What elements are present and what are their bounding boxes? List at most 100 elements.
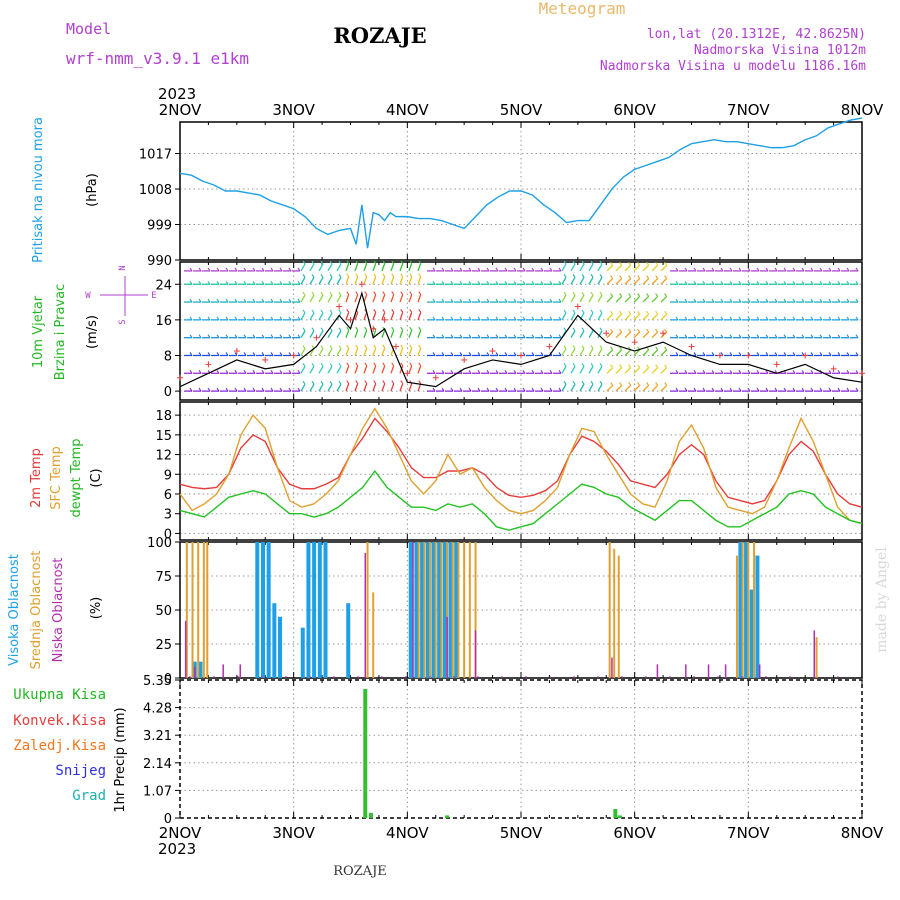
wind-barb: [693, 298, 697, 303]
wind-barb: [810, 352, 814, 356]
pressure-line: [179, 117, 863, 249]
wind-barb: [572, 291, 576, 296]
wind-barb: [355, 380, 359, 384]
temperature-frame: [179, 401, 863, 541]
wind-barb: [549, 369, 553, 374]
wind-barb: [234, 369, 238, 374]
wind-barb: [329, 274, 333, 278]
wind-barb: [486, 316, 490, 321]
wind-barb: [450, 316, 454, 321]
wind-barb: [300, 263, 306, 272]
high-cloud-bar: [312, 542, 317, 678]
precip-frame: [179, 679, 863, 819]
precip-legend-total: Ukupna Kisa: [13, 687, 106, 703]
wind-barb: [588, 312, 594, 321]
wind-barb: [756, 334, 760, 338]
wind-barb: [590, 291, 594, 296]
wind-barb: [309, 312, 315, 321]
wind-barb: [747, 267, 751, 272]
wind-barb: [234, 387, 238, 392]
wind-barb: [495, 334, 499, 338]
wind-barb: [391, 291, 395, 295]
wind-barb: [540, 387, 544, 392]
wind-barb: [711, 267, 715, 272]
wind-barb: [756, 352, 760, 356]
wind-barb: [302, 309, 306, 314]
wind-barb: [225, 280, 229, 285]
wind-barb: [345, 294, 350, 303]
wind-barb: [302, 345, 306, 349]
wind-barb: [297, 316, 301, 321]
high-cloud-bar: [317, 542, 322, 678]
wind-barb: [302, 363, 306, 367]
top-date-label: 5NOV: [500, 101, 543, 119]
wind-barb: [297, 352, 301, 356]
wind-barb: [400, 344, 404, 349]
wind-barb: [300, 383, 306, 392]
wind-barb: [327, 277, 333, 285]
wind-barb: [563, 327, 567, 332]
low-cloud-bar: [222, 664, 224, 678]
wind-barb: [711, 316, 715, 321]
wind-barb: [615, 264, 623, 272]
mid-cloud-bar: [735, 555, 738, 678]
wind-barb: [486, 298, 490, 303]
wind-barb: [828, 334, 832, 338]
pressure-ylabel-1: Pritisak na nivou mora: [31, 117, 46, 263]
mid-cloud-bar: [463, 542, 466, 678]
wind-barb: [522, 267, 526, 272]
wind-barb: [408, 294, 413, 303]
wind-barb: [441, 316, 445, 321]
wind-barb: [563, 380, 567, 385]
clouds-panel: 0 25 50 75 100: [147, 536, 863, 687]
wind-barb: [207, 352, 211, 356]
wind-barb: [522, 316, 526, 321]
high-cloud-bar: [346, 603, 351, 678]
wind-barb: [522, 352, 526, 356]
wind-barb: [198, 267, 202, 272]
wind-barb: [320, 309, 324, 314]
wind-barb: [329, 309, 333, 314]
wind-barb: [198, 387, 202, 392]
wind-ytick-label: 16: [155, 314, 172, 329]
mid-cloud-bar: [202, 542, 205, 678]
wind-barb: [810, 387, 814, 392]
wind-barb: [720, 267, 724, 272]
wind-barb: [320, 274, 324, 278]
wind-barb: [684, 316, 688, 321]
wind-barb: [624, 264, 632, 272]
wind-barb: [327, 294, 333, 303]
clouds-ytick-label: 50: [155, 604, 172, 619]
wind-barb: [318, 330, 324, 339]
wind-barb: [693, 334, 697, 338]
wind-barb: [684, 267, 688, 272]
wind-barb: [279, 387, 283, 392]
wind-barb: [297, 334, 301, 338]
wind-barb: [354, 263, 359, 272]
wind-barb: [216, 298, 220, 303]
wind-barb: [531, 369, 535, 374]
wind-barb: [345, 329, 350, 338]
wind-barb: [655, 328, 659, 333]
wind-barb: [477, 298, 481, 303]
wind-barb: [243, 280, 247, 285]
wind-barb: [651, 384, 659, 392]
wind-barb: [828, 298, 832, 303]
wind-barb: [774, 316, 778, 321]
wind-barb: [459, 352, 463, 356]
wind-barb: [810, 334, 814, 338]
wind-barb: [783, 280, 787, 285]
wind-barb: [297, 387, 301, 392]
wind-barb: [261, 387, 265, 392]
wind-barb: [646, 293, 650, 297]
wind-barb: [207, 387, 211, 392]
wind-barb: [390, 263, 395, 272]
wind-barb: [189, 352, 193, 356]
wind-barb: [477, 267, 481, 272]
wind-barb: [637, 293, 641, 297]
wind-barb: [664, 382, 668, 386]
wind-barb: [486, 267, 490, 272]
wind-barb: [642, 384, 650, 392]
wind-barb: [693, 316, 697, 321]
